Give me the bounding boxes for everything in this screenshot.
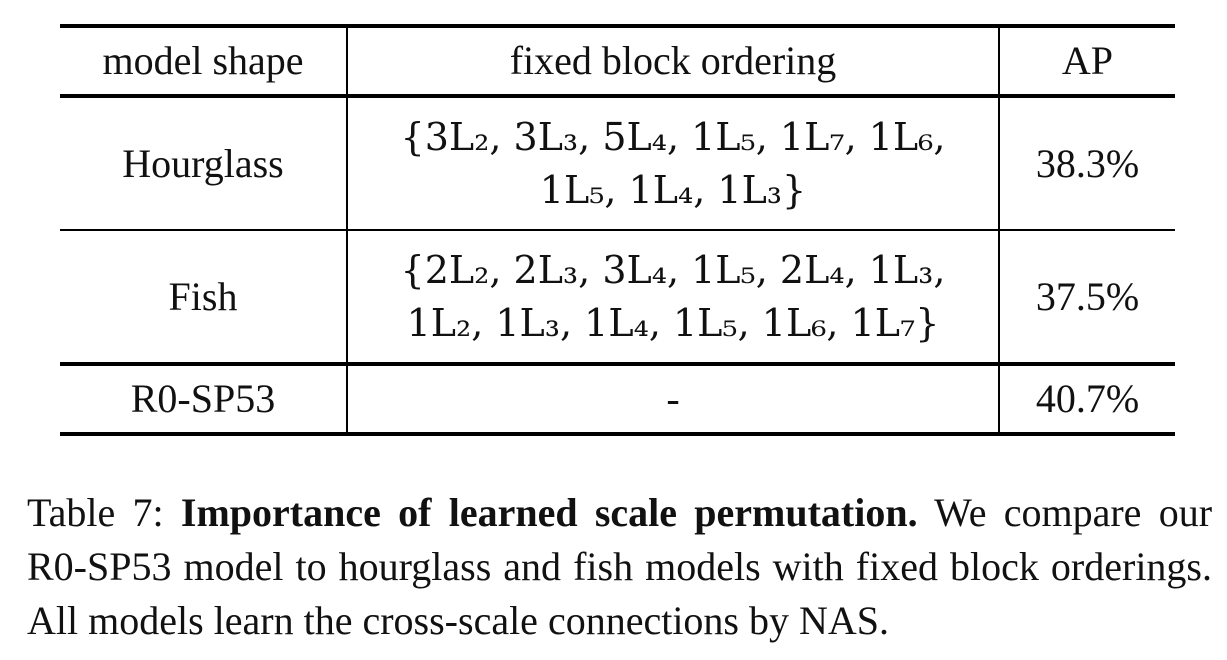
caption-title: Importance of learned scale permutation. [180, 490, 918, 535]
block-ordering-line: {2L₂, 2L₃, 3L₄, 1L₅, 2L₄, 1L₃, [400, 247, 946, 292]
cell-model-shape: Fish [168, 273, 238, 319]
header-ap: AP [998, 26, 1175, 96]
cell-model-shape: Hourglass [122, 140, 284, 186]
cell-ap: 38.3% [998, 96, 1175, 230]
cell-ap: 37.5% [998, 230, 1175, 364]
table-row: Fish {2L₂, 2L₃, 3L₄, 1L₅, 2L₄, 1L₃, 1L₂,… [60, 230, 1175, 364]
header-model-shape: model shape [102, 38, 304, 83]
cell-model-shape: R0-SP53 [130, 376, 276, 421]
cell-block-ordering: - [346, 364, 999, 434]
results-table-container: model shape fixed block ordering AP Hour… [60, 24, 1175, 436]
caption-text: We compare our R0-SP53 model to hourglas… [27, 490, 1213, 643]
table-header-row: model shape fixed block ordering AP [60, 26, 1175, 96]
block-ordering-line: 1L₅, 1L₄, 1L₃} [539, 167, 807, 212]
cell-block-ordering: {3L₂, 3L₃, 5L₄, 1L₅, 1L₇, 1L₆, 1L₅, 1L₄,… [346, 96, 999, 230]
caption-label: Table 7: [27, 490, 164, 535]
results-table: model shape fixed block ordering AP Hour… [60, 24, 1175, 436]
table-row: Hourglass {3L₂, 3L₃, 5L₄, 1L₅, 1L₇, 1L₆,… [60, 96, 1175, 230]
block-ordering-line: 1L₂, 1L₃, 1L₄, 1L₅, 1L₆, 1L₇} [406, 300, 940, 345]
cell-block-ordering: {2L₂, 2L₃, 3L₄, 1L₅, 2L₄, 1L₃, 1L₂, 1L₃,… [346, 230, 999, 364]
table-row: R0-SP53 - 40.7% [60, 364, 1175, 434]
header-fixed-block-ordering: fixed block ordering [346, 26, 999, 96]
table-caption: Table 7: Importance of learned scale per… [27, 486, 1212, 648]
block-ordering-line: {3L₂, 3L₃, 5L₄, 1L₅, 1L₇, 1L₆, [400, 114, 946, 159]
cell-ap: 40.7% [998, 364, 1175, 434]
